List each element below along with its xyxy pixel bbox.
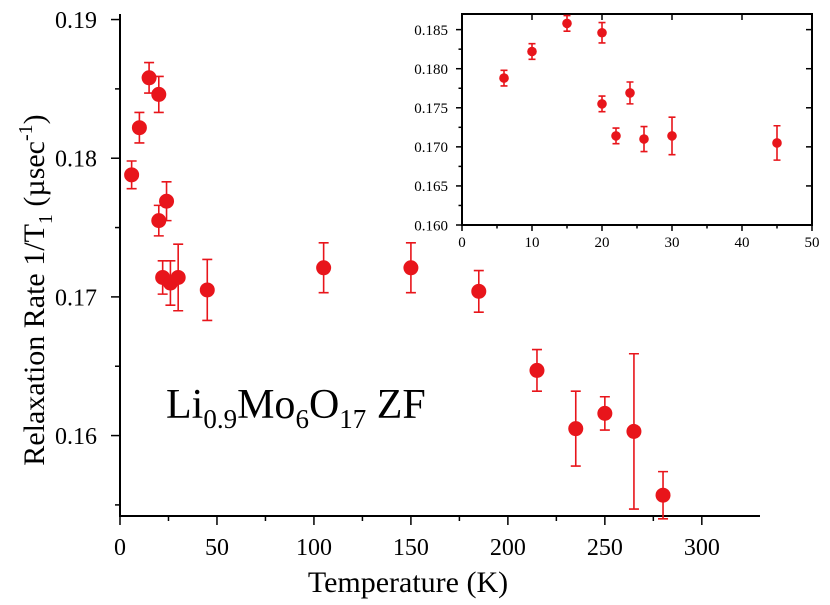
y-axis-label-close: ) — [18, 114, 51, 124]
data-point — [597, 21, 607, 44]
y-axis-label: Relaxation Rate 1/T1 (µsec-1) — [15, 114, 57, 465]
data-marker — [625, 88, 635, 98]
data-marker — [568, 421, 584, 437]
y-tick-label: 0.19 — [55, 8, 97, 34]
data-point — [611, 127, 621, 145]
data-marker — [772, 138, 782, 148]
annotation-part: Li — [166, 382, 203, 428]
data-marker — [655, 487, 671, 503]
y-tick-label: 0.170 — [414, 140, 448, 156]
data-point — [316, 242, 332, 294]
y-tick-label: 0.18 — [55, 147, 97, 173]
x-axis-label: Temperature (K) — [308, 566, 508, 599]
data-point — [568, 390, 584, 467]
y-axis-label-sup: -1 — [15, 124, 37, 141]
x-tick-label: 100 — [296, 535, 332, 561]
data-point — [141, 61, 157, 94]
annotation-part: 0.9 — [203, 404, 237, 434]
data-point — [499, 69, 509, 87]
data-marker — [562, 18, 572, 29]
data-point — [625, 81, 635, 105]
data-point — [655, 470, 671, 520]
x-tick-label: 250 — [587, 535, 623, 561]
x-tick-label: 50 — [805, 235, 820, 251]
x-tick-label: 0 — [458, 235, 466, 251]
data-point — [639, 125, 649, 153]
x-tick-label: 50 — [205, 535, 229, 561]
x-tick-label: 150 — [393, 535, 429, 561]
data-point — [170, 243, 186, 312]
data-marker — [471, 283, 487, 299]
data-marker — [159, 193, 175, 209]
data-marker — [131, 120, 147, 136]
data-marker — [151, 86, 167, 102]
data-point — [471, 269, 487, 313]
data-point — [527, 42, 537, 61]
data-point — [597, 395, 613, 431]
x-tick-label: 300 — [684, 535, 720, 561]
data-marker — [151, 213, 167, 229]
annotation-part: 17 — [339, 404, 366, 434]
data-marker — [626, 423, 642, 439]
data-marker — [529, 362, 545, 378]
data-point — [529, 348, 545, 392]
x-tick-label: 0 — [114, 535, 126, 561]
annotation-part: 6 — [295, 404, 309, 434]
inset-chart: 0 10 20 30 40 50 0.160 0.165 0.170 0.175 0.180 0.18… — [414, 10, 820, 251]
data-point — [626, 352, 642, 510]
x-tick-label: 20 — [595, 235, 610, 251]
data-point — [151, 204, 167, 237]
y-tick-label: 0.165 — [414, 179, 448, 195]
data-marker — [403, 260, 419, 276]
x-tick-label: 200 — [490, 535, 526, 561]
data-marker — [141, 70, 157, 86]
data-point — [199, 258, 215, 322]
y-tick-label: 0.160 — [414, 218, 448, 234]
data-point — [131, 111, 147, 144]
data-point — [667, 116, 677, 156]
compound-annotation: Li0.9Mo6O17 ZF — [166, 382, 426, 434]
y-tick-label: 0.180 — [414, 62, 448, 78]
y-axis-label-main: Relaxation Rate 1/T — [18, 224, 51, 466]
data-point — [772, 124, 782, 161]
annotation-part: ZF — [366, 382, 426, 428]
data-point — [151, 75, 167, 114]
x-tick-label: 10 — [525, 235, 540, 251]
data-marker — [170, 269, 186, 285]
data-marker — [199, 282, 215, 298]
y-tick-label: 0.175 — [414, 101, 448, 117]
data-marker — [597, 27, 607, 38]
y-tick-label: 0.185 — [414, 23, 448, 39]
data-marker — [667, 131, 677, 141]
data-marker — [499, 73, 509, 83]
y-axis-label-unit: (µsec — [18, 141, 51, 214]
data-point — [562, 14, 572, 32]
data-point — [124, 160, 140, 190]
data-point — [597, 95, 607, 113]
main-data-points — [124, 61, 671, 520]
inset-data-points — [499, 14, 782, 161]
data-marker — [597, 99, 607, 109]
data-marker — [597, 405, 613, 421]
annotation-part: Mo — [237, 382, 295, 428]
inset-background — [457, 10, 813, 230]
y-axis-label-sub: 1 — [35, 214, 57, 224]
y-tick-label: 0.17 — [55, 285, 97, 311]
inset-ticks: 0 10 20 30 40 50 0.160 0.165 0.170 0.175 0.180 0.18… — [414, 14, 820, 251]
x-tick-label: 40 — [735, 235, 750, 251]
data-marker — [527, 46, 537, 57]
data-marker — [639, 134, 649, 144]
data-point — [403, 242, 419, 294]
y-tick-label: 0.16 — [55, 424, 97, 450]
data-marker — [316, 260, 332, 276]
data-marker — [124, 167, 140, 183]
x-tick-label: 30 — [665, 235, 680, 251]
data-point — [159, 180, 175, 222]
data-marker — [611, 131, 621, 141]
annotation-part: O — [309, 382, 339, 428]
